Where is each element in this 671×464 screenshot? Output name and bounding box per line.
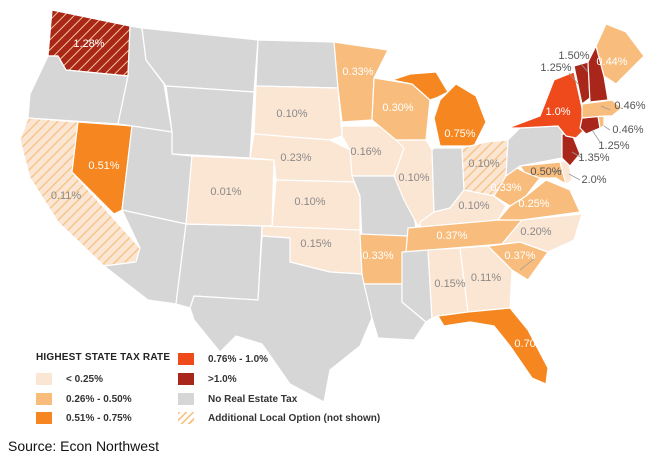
rate-label-ok: 0.15%	[300, 238, 331, 250]
state-NH	[587, 45, 609, 103]
rate-label-ar: 0.33%	[362, 250, 393, 262]
legend-label: 0.76% - 1.0%	[208, 353, 269, 365]
state-NV	[71, 121, 133, 215]
rate-label-ia: 0.16%	[350, 146, 381, 158]
rate-label-ky: 0.10%	[458, 200, 489, 212]
legend-swatch-local-option	[178, 412, 194, 424]
rate-label-al: 0.15%	[434, 278, 465, 290]
legend-title: HIGHEST STATE TAX RATE	[36, 352, 171, 363]
rate-label-il: 0.10%	[398, 172, 429, 184]
rate-label-nv: 0.51%	[88, 160, 119, 172]
legend-swatch-051-075	[36, 412, 52, 424]
state-TX	[189, 235, 373, 403]
rate-label-wv: 0.33%	[490, 182, 521, 194]
rate-label-ma: 0.46%	[614, 100, 645, 112]
state-SD	[253, 85, 343, 141]
legend-swatch-076-100	[178, 353, 194, 365]
us-states-map: 1.28% 0.11% 0.51% 0.01% 0.10% 0.23% 0.10% 0.15%…	[19, 9, 646, 403]
state-KS	[271, 179, 361, 231]
legend-item-local-option: Additional Local Option (not shown)	[178, 412, 380, 424]
rate-label-sc: 0.37%	[504, 250, 535, 262]
rate-label-nj: 1.35%	[578, 152, 609, 164]
state-GA	[459, 245, 513, 313]
state-WY	[165, 85, 255, 159]
legend-item-076-100: 0.76% - 1.0%	[178, 353, 268, 365]
legend-swatch-lt025	[36, 373, 52, 385]
rate-label-ca: 0.11%	[51, 190, 82, 202]
rate-label-ne: 0.23%	[280, 152, 311, 164]
legend-item-051-075: 0.51% - 0.75%	[36, 412, 132, 424]
rate-label-wi: 0.30%	[382, 102, 413, 114]
rate-label-ct: 1.25%	[598, 140, 629, 152]
source-note: Source: Econ Northwest	[8, 438, 159, 454]
rate-label-de: 2.0%	[581, 174, 606, 186]
state-MA	[581, 99, 623, 119]
rate-label-tn: 0.37%	[436, 230, 467, 242]
rate-label-co: 0.01%	[210, 186, 241, 198]
rate-label-mi: 0.75%	[444, 128, 475, 140]
state-ME	[595, 23, 645, 85]
callout-lines	[519, 63, 611, 271]
state-IL	[393, 139, 435, 227]
state-NJ	[561, 133, 581, 167]
rate-label-va: 0.25%	[518, 198, 549, 210]
legend-swatch-none	[178, 393, 194, 405]
rate-label-vt: 1.25%	[540, 62, 571, 74]
legend-label: 0.26% - 0.50%	[66, 393, 132, 405]
rate-label-oh: 0.10%	[468, 158, 499, 170]
rate-label-ri: 0.46%	[612, 124, 643, 136]
rate-label-fl: 0.70%	[514, 338, 545, 350]
state-CT	[579, 115, 601, 135]
state-shapes	[19, 9, 645, 403]
state-ND	[255, 39, 339, 89]
state-NM	[175, 223, 263, 309]
rate-label-ny: 1.0%	[545, 106, 570, 118]
legend-item-none: No Real Estate Tax	[178, 393, 297, 405]
rate-label-nc: 0.20%	[520, 226, 551, 238]
rate-label-ks: 0.10%	[294, 196, 325, 208]
rate-label-ga: 0.11%	[471, 272, 502, 284]
legend-label: >1.0%	[208, 373, 237, 385]
legend-label: No Real Estate Tax	[208, 393, 298, 405]
rate-label-sd: 0.10%	[276, 108, 307, 120]
legend-label: Additional Local Option (not shown)	[208, 412, 381, 424]
rate-label-md: 0.50%	[530, 166, 561, 178]
legend-item-gt100: >1.0%	[178, 373, 237, 385]
rate-label-wa: 1.28%	[73, 38, 104, 50]
state-MI	[391, 71, 487, 147]
state-rate-labels: 1.28% 0.11% 0.51% 0.01% 0.10% 0.23% 0.10% 0.15%…	[51, 38, 646, 350]
legend-item-026-050: 0.26% - 0.50%	[36, 393, 132, 405]
legend-label: < 0.25%	[66, 373, 103, 385]
rate-label-mn: 0.33%	[342, 66, 373, 78]
legend-item-lt025: < 0.25%	[36, 373, 103, 385]
legend-label: 0.51% - 0.75%	[66, 412, 132, 424]
legend-swatch-026-050	[36, 393, 52, 405]
legend-swatch-gt100	[178, 373, 194, 385]
rate-label-me: 0.44%	[596, 56, 627, 68]
rate-label-nh: 1.50%	[558, 50, 589, 62]
state-FL	[437, 307, 549, 385]
state-MS	[401, 249, 433, 323]
